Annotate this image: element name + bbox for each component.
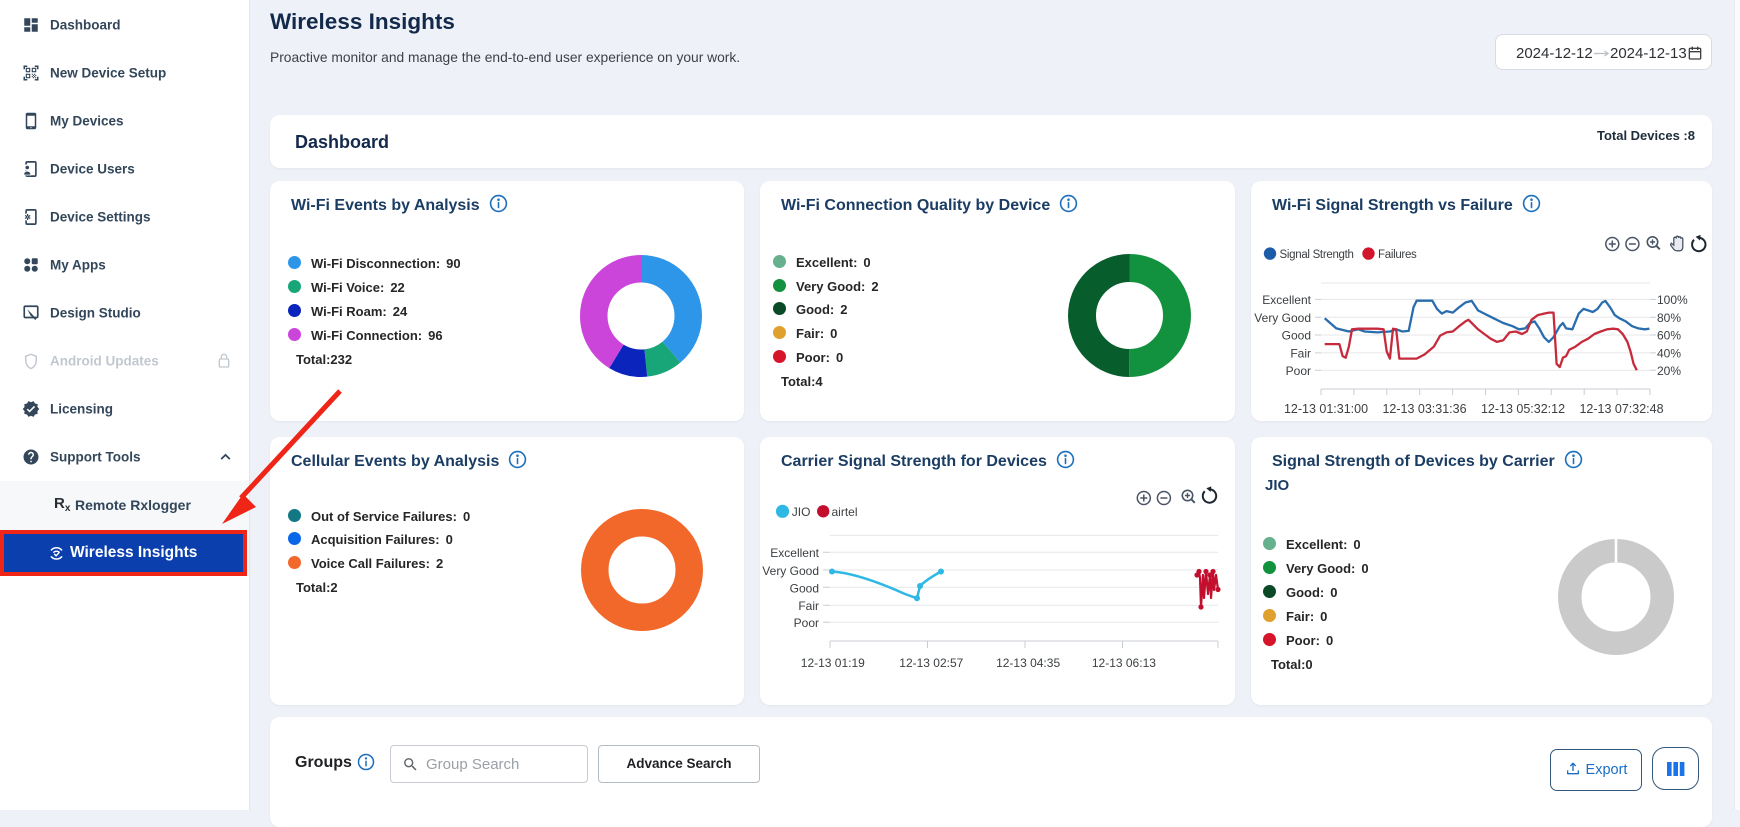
svg-text:Excellent: Excellent <box>1262 293 1311 307</box>
svg-text:Very Good: Very Good <box>1254 311 1311 325</box>
svg-text:12-13 07:32:48: 12-13 07:32:48 <box>1579 402 1663 416</box>
svg-text:40%: 40% <box>1657 347 1681 361</box>
svg-text:12-13 01:31:00: 12-13 01:31:00 <box>1284 402 1368 416</box>
svg-text:20%: 20% <box>1657 364 1681 378</box>
svg-text:Excellent: Excellent <box>770 546 819 560</box>
svg-text:12-13 04:35: 12-13 04:35 <box>996 656 1060 670</box>
svg-text:12-13 05:32:12: 12-13 05:32:12 <box>1481 402 1565 416</box>
svg-text:12-13 06:13: 12-13 06:13 <box>1092 656 1156 670</box>
svg-text:Poor: Poor <box>1286 364 1311 378</box>
svg-text:Failures: Failures <box>1378 249 1417 261</box>
svg-text:80%: 80% <box>1657 311 1681 325</box>
svg-text:Good: Good <box>1282 329 1311 343</box>
svg-text:60%: 60% <box>1657 329 1681 343</box>
svg-text:Fair: Fair <box>1290 347 1311 361</box>
svg-text:12-13 02:57: 12-13 02:57 <box>899 656 963 670</box>
svg-text:airtel: airtel <box>832 505 858 519</box>
svg-text:Good: Good <box>790 582 819 596</box>
svg-text:12-13 01:19: 12-13 01:19 <box>801 656 865 670</box>
svg-text:Poor: Poor <box>794 616 819 630</box>
svg-text:12-13 03:31:36: 12-13 03:31:36 <box>1382 402 1466 416</box>
svg-text:Fair: Fair <box>798 599 819 613</box>
svg-text:100%: 100% <box>1657 293 1688 307</box>
svg-text:Very Good: Very Good <box>762 564 819 578</box>
svg-text:JIO: JIO <box>792 505 811 519</box>
svg-text:Signal Strength: Signal Strength <box>1280 249 1354 261</box>
